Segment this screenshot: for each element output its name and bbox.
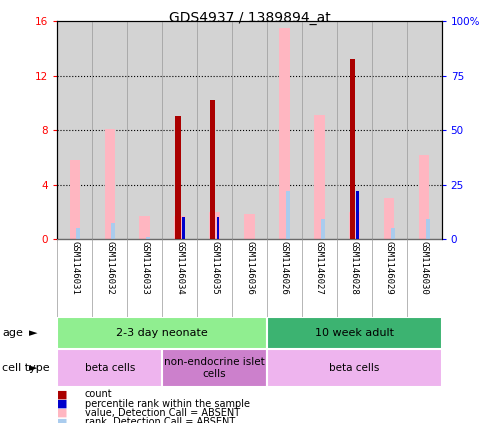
Bar xyxy=(419,154,429,239)
Bar xyxy=(426,220,430,239)
Bar xyxy=(267,21,302,239)
Bar xyxy=(279,28,289,239)
Text: rank, Detection Call = ABSENT: rank, Detection Call = ABSENT xyxy=(85,417,235,423)
Text: GSM1146028: GSM1146028 xyxy=(350,241,359,294)
Text: ■: ■ xyxy=(57,398,68,409)
Text: GSM1146031: GSM1146031 xyxy=(70,241,79,294)
Text: count: count xyxy=(85,389,112,399)
Bar xyxy=(302,21,337,239)
Text: cell type: cell type xyxy=(2,363,50,373)
Bar xyxy=(244,214,254,239)
Bar xyxy=(210,100,216,239)
Text: GSM1146032: GSM1146032 xyxy=(105,241,114,294)
Text: percentile rank within the sample: percentile rank within the sample xyxy=(85,398,250,409)
Text: GDS4937 / 1389894_at: GDS4937 / 1389894_at xyxy=(169,11,330,25)
Text: beta cells: beta cells xyxy=(85,363,135,373)
Bar xyxy=(182,217,185,239)
Text: GSM1146033: GSM1146033 xyxy=(140,241,149,294)
Text: GSM1146035: GSM1146035 xyxy=(210,241,219,294)
Text: GSM1146029: GSM1146029 xyxy=(385,241,394,294)
Bar xyxy=(105,129,115,239)
Bar xyxy=(314,115,324,239)
Bar xyxy=(175,116,181,239)
Bar xyxy=(321,220,325,239)
Bar xyxy=(286,191,290,239)
Bar xyxy=(57,21,92,239)
Text: ►: ► xyxy=(29,328,37,338)
Bar xyxy=(57,349,162,387)
Bar xyxy=(162,21,197,239)
Bar xyxy=(267,317,442,349)
Bar xyxy=(197,21,232,239)
Text: GSM1146027: GSM1146027 xyxy=(315,241,324,294)
Text: 10 week adult: 10 week adult xyxy=(315,328,394,338)
Bar xyxy=(175,216,185,239)
Bar xyxy=(217,217,220,239)
Bar xyxy=(210,212,220,239)
Text: GSM1146030: GSM1146030 xyxy=(420,241,429,294)
Bar xyxy=(372,21,407,239)
Bar xyxy=(384,198,394,239)
Bar xyxy=(356,191,359,239)
Text: ■: ■ xyxy=(57,408,68,418)
Bar xyxy=(350,59,355,239)
Text: age: age xyxy=(2,328,23,338)
Text: GSM1146026: GSM1146026 xyxy=(280,241,289,294)
Bar xyxy=(232,21,267,239)
Bar xyxy=(407,21,442,239)
Bar xyxy=(69,160,80,239)
Text: ■: ■ xyxy=(57,389,68,399)
Bar xyxy=(92,21,127,239)
Bar xyxy=(267,349,442,387)
Bar xyxy=(162,349,267,387)
Text: ►: ► xyxy=(29,363,37,373)
Bar xyxy=(140,216,150,239)
Text: GSM1146034: GSM1146034 xyxy=(175,241,184,294)
Bar xyxy=(146,237,150,239)
Text: value, Detection Call = ABSENT: value, Detection Call = ABSENT xyxy=(85,408,240,418)
Bar xyxy=(76,228,80,239)
Text: beta cells: beta cells xyxy=(329,363,379,373)
Bar xyxy=(127,21,162,239)
Text: GSM1146036: GSM1146036 xyxy=(245,241,254,294)
Text: non-endocrine islet
cells: non-endocrine islet cells xyxy=(164,357,265,379)
Text: ■: ■ xyxy=(57,417,68,423)
Bar xyxy=(391,228,395,239)
Bar xyxy=(57,317,267,349)
Text: 2-3 day neonate: 2-3 day neonate xyxy=(116,328,208,338)
Bar xyxy=(111,222,115,239)
Bar xyxy=(349,212,359,239)
Bar xyxy=(337,21,372,239)
